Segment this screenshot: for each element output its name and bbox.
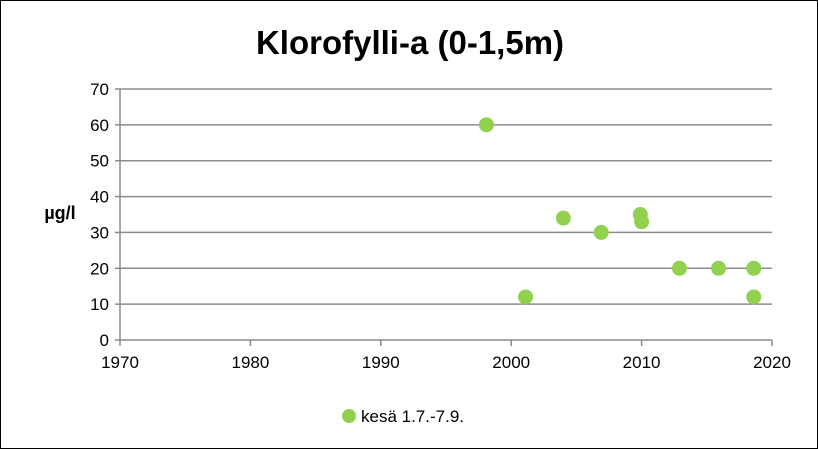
y-tick-label: 70 bbox=[90, 80, 109, 99]
data-point bbox=[518, 289, 534, 305]
y-tick-label: 30 bbox=[90, 223, 109, 242]
x-tick-label: 2010 bbox=[623, 353, 661, 372]
data-points bbox=[478, 117, 762, 305]
y-tick-label: 0 bbox=[100, 331, 109, 350]
x-tick-label: 2000 bbox=[492, 353, 530, 372]
x-tick-labels: 1970 1980 1990 2000 2010 2020 bbox=[101, 353, 791, 372]
data-point bbox=[555, 210, 571, 226]
data-point bbox=[478, 117, 494, 133]
chart-title: Klorofylli-a (0-1,5m) bbox=[256, 24, 564, 61]
data-point bbox=[593, 224, 609, 240]
legend: kesä 1.7.-7.9. bbox=[342, 407, 464, 426]
data-point bbox=[746, 260, 762, 276]
data-point bbox=[671, 260, 687, 276]
y-tick-label: 20 bbox=[90, 259, 109, 278]
y-tick-label: 50 bbox=[90, 152, 109, 171]
gridlines bbox=[120, 88, 772, 305]
y-tick-label: 40 bbox=[90, 188, 109, 207]
x-tick-label: 1990 bbox=[362, 353, 400, 372]
x-tick-label: 2020 bbox=[753, 353, 791, 372]
x-tick-label: 1980 bbox=[231, 353, 269, 372]
y-tick-labels: 0 10 20 30 40 50 60 70 bbox=[90, 80, 109, 350]
legend-label: kesä 1.7.-7.9. bbox=[361, 407, 464, 426]
legend-marker bbox=[342, 409, 356, 423]
y-tick-label: 60 bbox=[90, 116, 109, 135]
x-tick-label: 1970 bbox=[101, 353, 139, 372]
y-tick-label: 10 bbox=[90, 295, 109, 314]
data-point bbox=[711, 260, 727, 276]
data-point bbox=[746, 289, 762, 305]
data-point bbox=[634, 214, 650, 230]
axes bbox=[115, 88, 773, 346]
y-axis-label: µg/l bbox=[44, 203, 75, 223]
